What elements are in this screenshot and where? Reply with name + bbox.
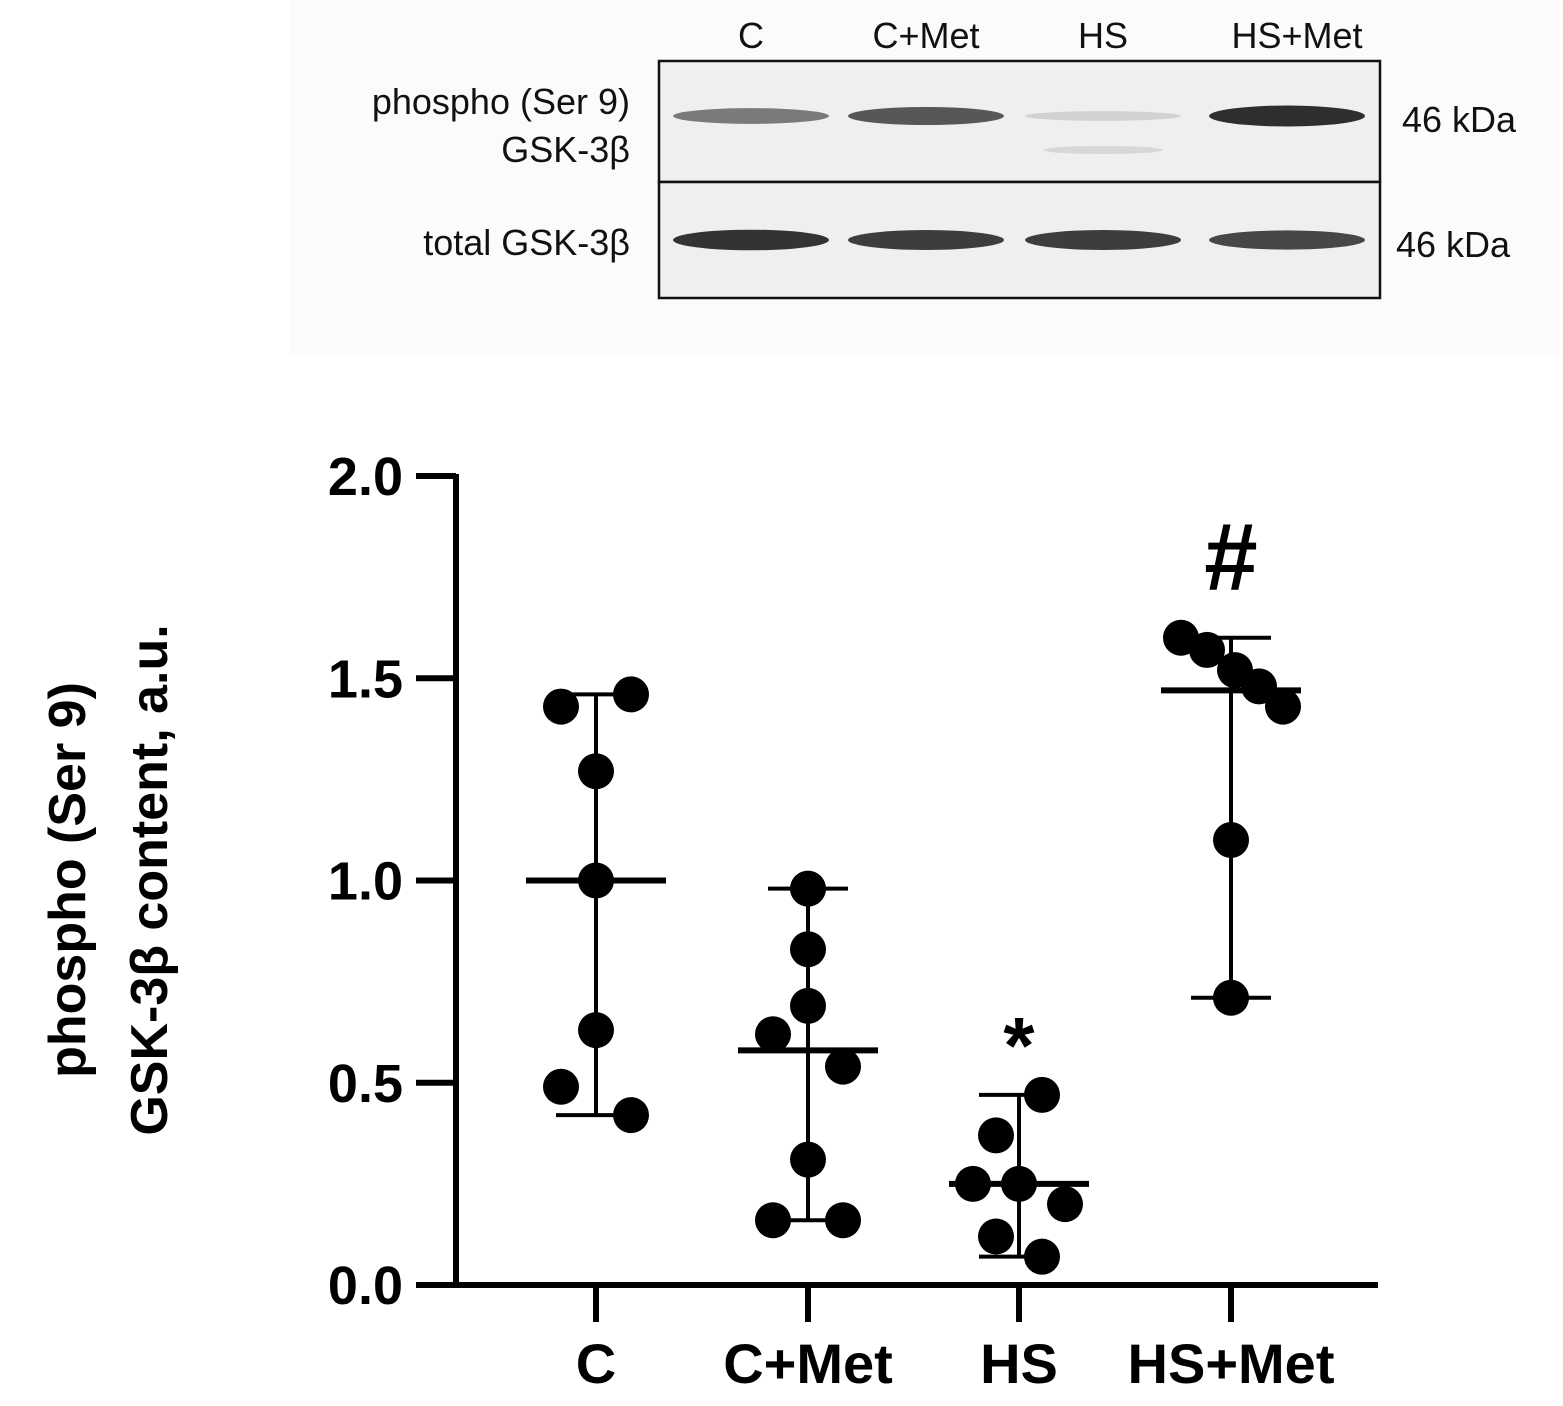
data-point (755, 1016, 791, 1053)
significance-annotation: # (1204, 504, 1257, 611)
blot-band (1025, 230, 1181, 250)
data-point (825, 1202, 861, 1239)
x-tick-label: HS (980, 1332, 1058, 1395)
data-point (790, 931, 826, 968)
blot-row-label: total GSK-3β (423, 222, 630, 263)
y-tick-label: 1.5 (328, 649, 403, 709)
blot-lane-label: C+Met (872, 15, 979, 56)
data-point (825, 1048, 861, 1085)
scatter-chart: phospho (Ser 9) GSK-3β content, a.u. 0.0… (39, 447, 1378, 1395)
data-point (543, 1068, 579, 1105)
chart-axes: 0.0 0.5 1.0 1.5 2.0 C C+Met HS HS+Met (328, 447, 1378, 1395)
blot-band (1209, 230, 1365, 250)
data-point (1189, 631, 1225, 668)
y-tick-label: 0.5 (328, 1054, 403, 1114)
blot-size-label: 46 kDa (1402, 99, 1517, 140)
blot-lane-label: HS+Met (1231, 15, 1362, 56)
data-point (1265, 688, 1301, 725)
group-C+Met (738, 870, 878, 1239)
blot-row-label: GSK-3β (501, 129, 630, 170)
data-point (543, 688, 579, 725)
data-point (1241, 668, 1277, 705)
group-HS: * (949, 1001, 1089, 1275)
x-tick-label: C (576, 1332, 616, 1395)
x-tick-label: C+Met (723, 1332, 893, 1395)
data-point (978, 1218, 1014, 1255)
blot-size-label: 46 kDa (1396, 224, 1511, 265)
group-HS+Met: # (1161, 504, 1301, 1016)
blot-band (673, 229, 829, 251)
data-point (1024, 1238, 1060, 1275)
blot-band-faint (1043, 146, 1163, 154)
chart-marks: *# (526, 504, 1301, 1275)
data-point (755, 1202, 791, 1239)
data-point (578, 753, 614, 790)
western-blot-panel: C C+Met HS HS+Met phospho (Ser 9) GSK-3β… (290, 0, 1560, 355)
data-point (790, 987, 826, 1024)
blot-lane-label: HS (1078, 15, 1128, 56)
blot-band (848, 106, 1004, 126)
blot-bands (673, 105, 1365, 251)
y-axis-label: phospho (Ser 9) (39, 682, 97, 1078)
data-point (613, 1097, 649, 1134)
data-point (578, 1012, 614, 1049)
data-point (978, 1117, 1014, 1154)
y-tick-label: 0.0 (328, 1256, 403, 1316)
data-point (790, 1141, 826, 1178)
y-tick-label: 2.0 (328, 447, 403, 507)
blot-band (1209, 105, 1365, 127)
data-point (1047, 1186, 1083, 1223)
blot-band (848, 230, 1004, 250)
blot-row-label: phospho (Ser 9) (372, 81, 630, 122)
blot-lane-label: C (738, 15, 764, 56)
blot-band (1025, 111, 1181, 121)
data-point (790, 870, 826, 907)
data-point (1024, 1076, 1060, 1113)
data-point (613, 676, 649, 713)
y-tick-label: 1.0 (328, 852, 403, 912)
significance-annotation: * (1003, 1001, 1035, 1090)
data-point (1213, 979, 1249, 1016)
y-axis-label: GSK-3β content, a.u. (121, 624, 179, 1135)
x-tick-label: HS+Met (1128, 1332, 1335, 1395)
blot-band (673, 108, 829, 124)
group-C (526, 676, 666, 1134)
data-point (1213, 822, 1249, 859)
